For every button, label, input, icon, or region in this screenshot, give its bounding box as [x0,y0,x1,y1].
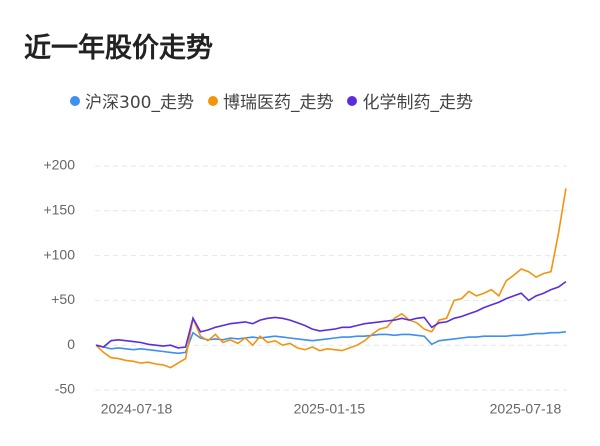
legend-label: 沪深300_走势 [85,93,194,113]
x-tick-label: 2025-01-15 [294,401,366,417]
y-tick-label: +200 [43,157,75,173]
y-tick-label: -50 [55,381,75,397]
legend: 沪深300_走势 博瑞医药_走势 化学制药_走势 [70,88,473,113]
y-tick-label: +100 [43,246,75,262]
y-tick-label: +50 [51,291,75,307]
series-line [95,188,567,369]
legend-item: 博瑞医药_走势 [207,88,334,113]
series-line [95,331,566,355]
legend-label: 化学制药_走势 [362,93,473,113]
y-tick-label: +150 [43,202,75,218]
legend-dot [207,95,218,106]
legend-item: 沪深300_走势 [70,88,194,113]
y-tick-label: 0 [67,336,75,352]
legend-label: 博瑞医药_走势 [222,93,334,113]
series-line [95,280,567,349]
x-tick-label: 2024-07-18 [101,401,173,417]
legend-dot [70,95,80,106]
x-tick-label: 2025-07-18 [490,401,562,417]
legend-item: 化学制药_走势 [347,88,473,113]
chart-title: 近一年股价走势 [24,33,213,64]
legend-dot [347,95,358,106]
